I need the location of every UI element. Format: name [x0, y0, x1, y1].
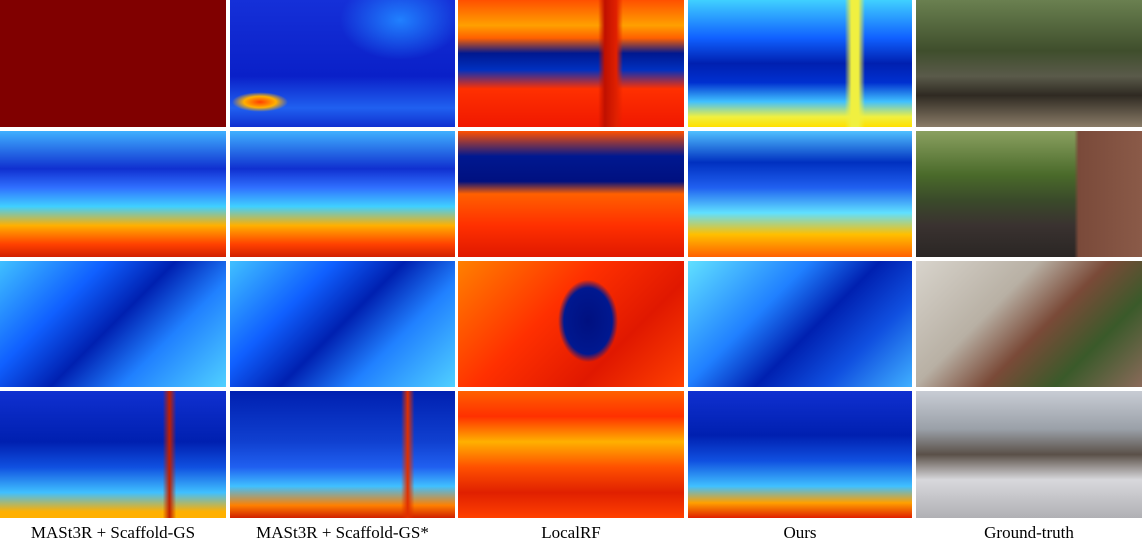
- depth-map: [230, 391, 455, 518]
- depth-map: [688, 261, 912, 387]
- depth-map: [0, 391, 226, 518]
- depth-map: [230, 131, 455, 257]
- column-label: Ours: [783, 523, 817, 542]
- column-label: Ground-truth: [984, 523, 1074, 542]
- column-label: MASt3R + Scaffold-GS: [30, 523, 196, 542]
- depth-map: [0, 0, 226, 127]
- depth-map: [458, 131, 684, 257]
- column-label: LocalRF: [541, 523, 601, 542]
- photo: [916, 0, 1142, 127]
- depth-map: [688, 131, 912, 257]
- depth-map: [230, 261, 455, 387]
- column-label: MASt3R + Scaffold-GS*: [256, 523, 429, 542]
- depth-map: [688, 0, 912, 127]
- photo: [916, 391, 1142, 518]
- depth-map: [458, 391, 684, 518]
- depth-map: [0, 131, 226, 257]
- depth-map: [0, 261, 226, 387]
- depth-map: [458, 0, 684, 127]
- depth-map: [458, 261, 684, 387]
- depth-map: [230, 0, 455, 127]
- photo: [916, 261, 1142, 387]
- photo: [916, 131, 1142, 257]
- depth-map: [688, 391, 912, 518]
